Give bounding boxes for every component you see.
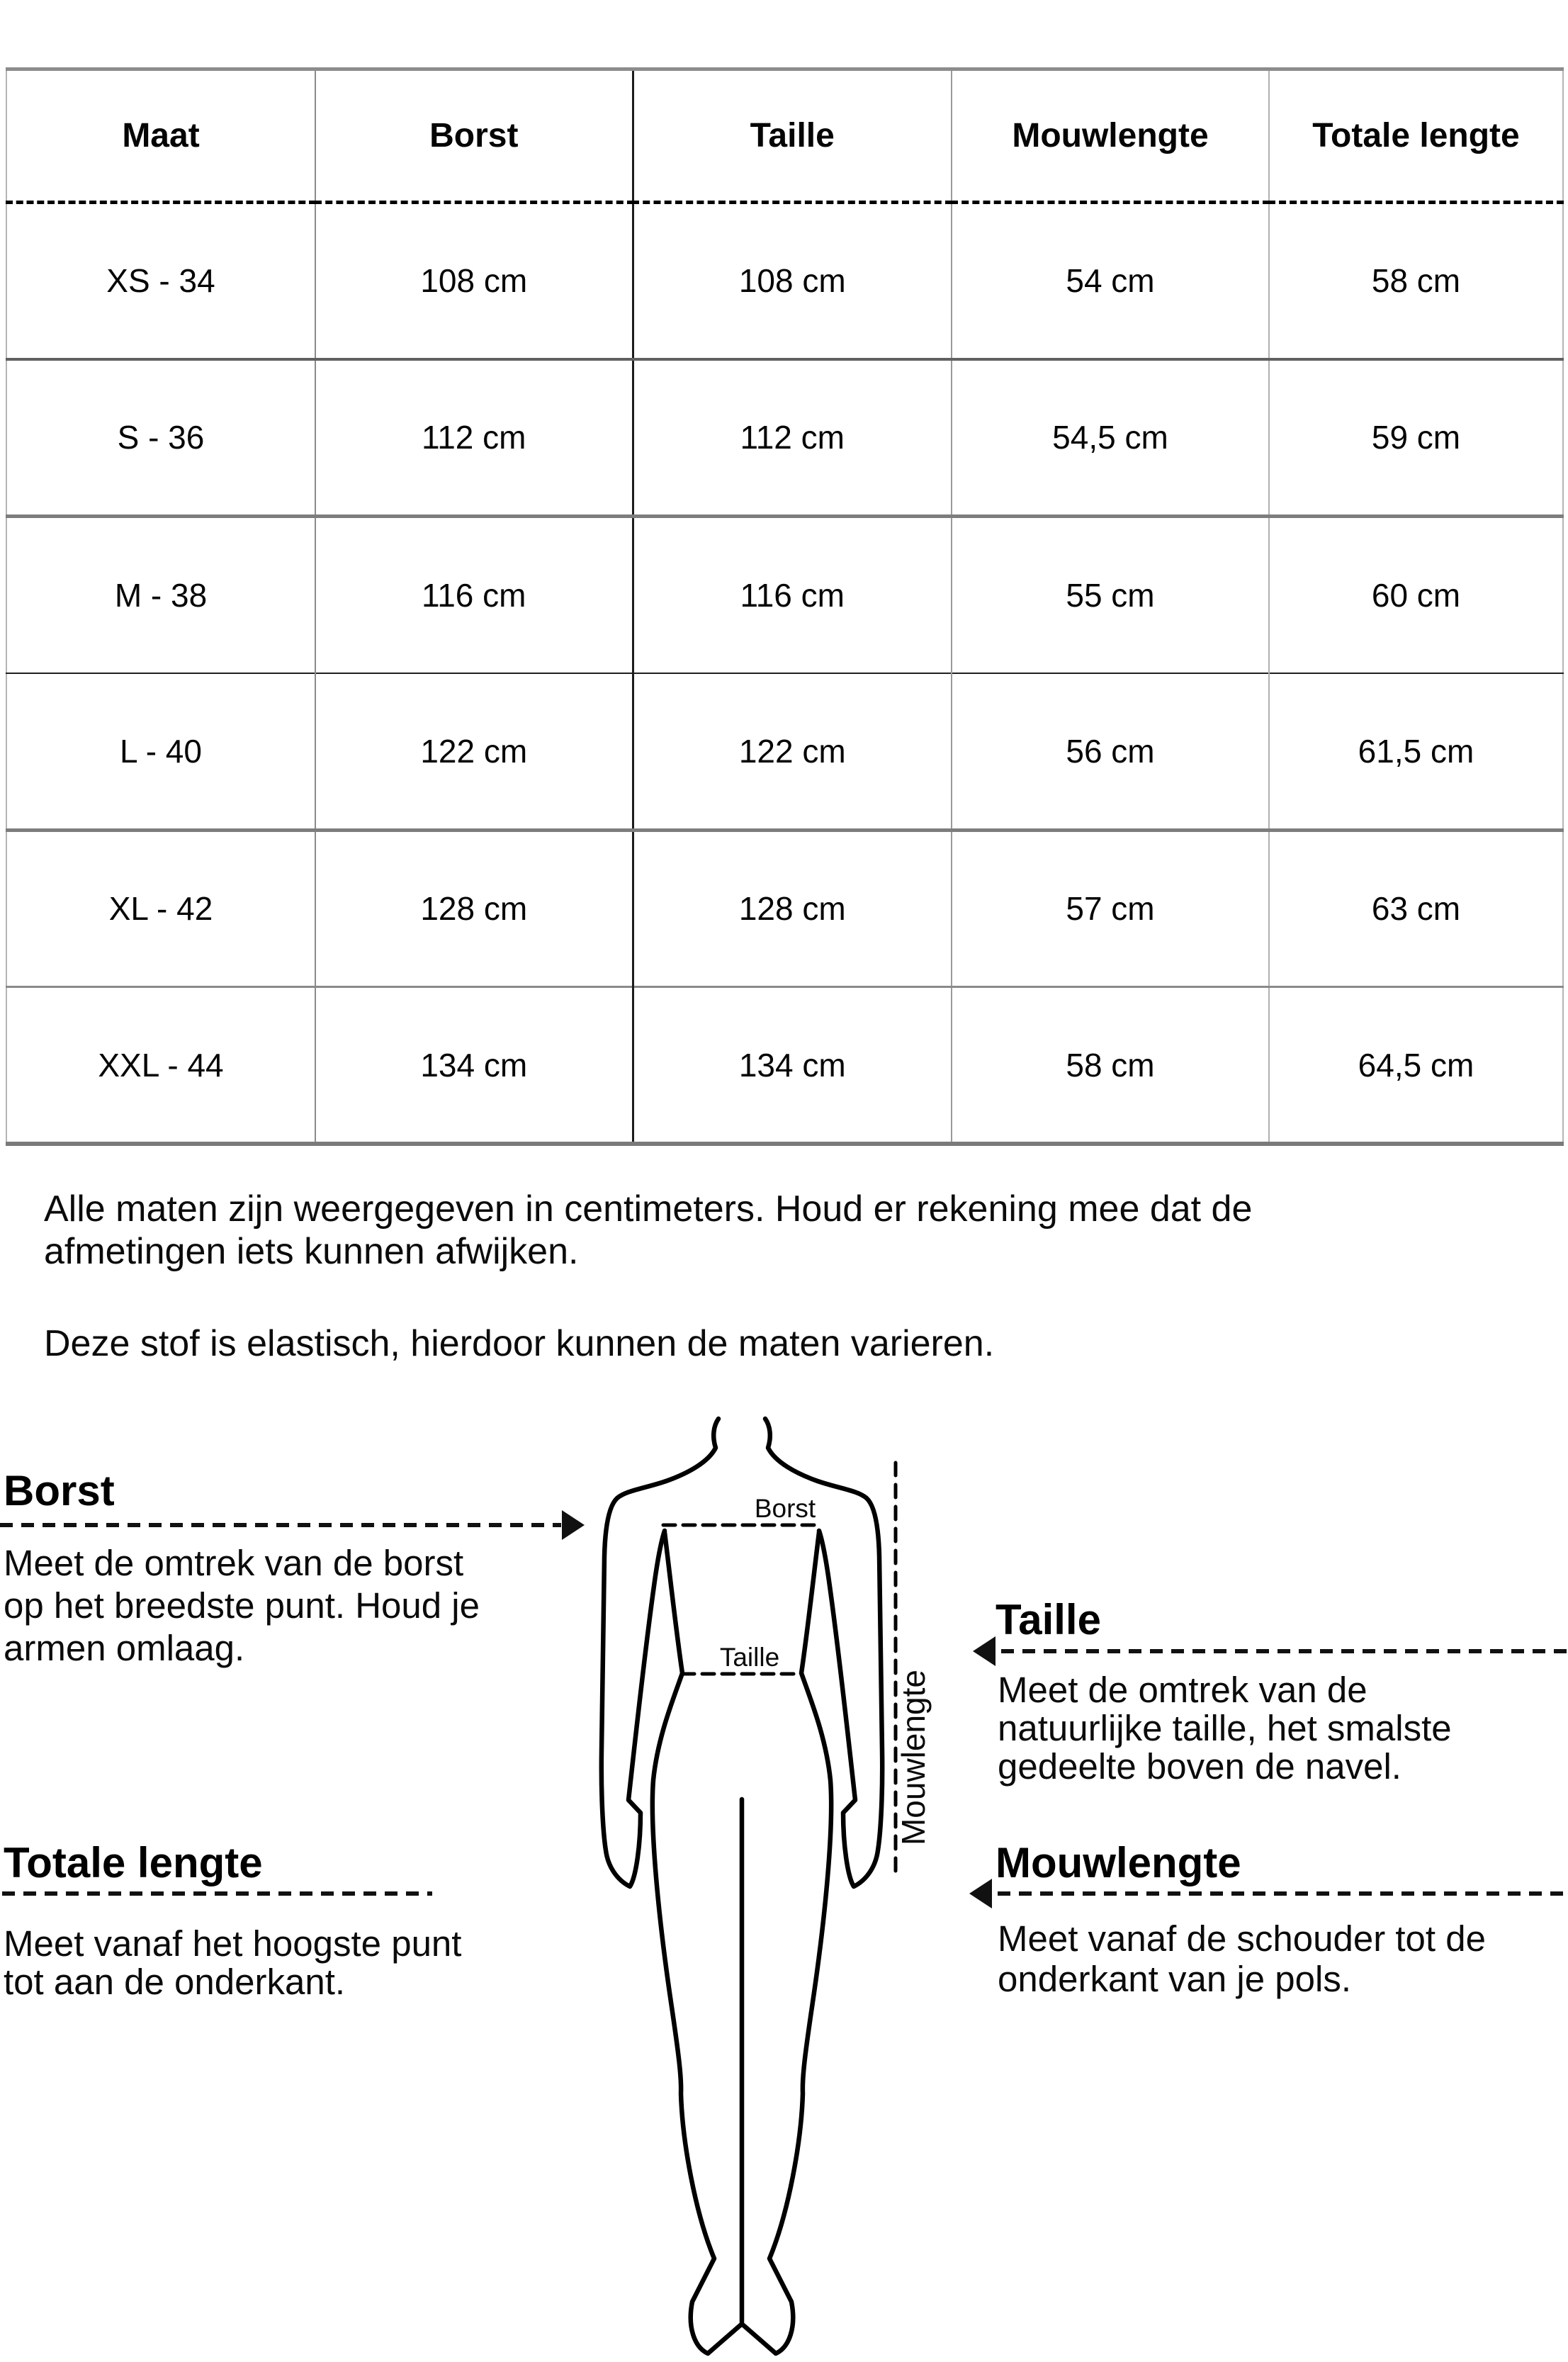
guide-text-mouwlengte: Meet vanaf de schouder tot de onderkant … xyxy=(998,1918,1486,1999)
column-header-taille: Taille xyxy=(633,69,952,203)
cell-maat: S - 36 xyxy=(6,359,316,517)
cell-totale-lengte: 61,5 cm xyxy=(1358,732,1474,770)
figure-label-mouwlengte: Mouwlengte xyxy=(895,1670,932,1845)
table-row: L - 40 122 cm 122 cm 56 cm 61,5 cm xyxy=(6,673,1563,831)
cell-totale-lengte: 60 cm xyxy=(1371,576,1461,614)
cell-maat: XS - 34 xyxy=(6,202,316,359)
guide-title-totale-lengte: Totale lengte xyxy=(4,1839,263,1886)
cell-borst: 116 cm xyxy=(315,516,634,673)
cell-mouwlengte: 57 cm xyxy=(952,830,1270,987)
guide-text-line: natuurlijke taille, het smalste xyxy=(998,1708,1452,1748)
note-units-line2: afmetingen iets kunnen afwijken. xyxy=(44,1231,579,1272)
borst-arrow-head-icon xyxy=(562,1510,585,1540)
cell-maat: XXL - 44 xyxy=(6,986,316,1144)
column-header-mouwlengte: Mouwlengte xyxy=(952,69,1270,203)
figure-label-borst: Borst xyxy=(755,1494,816,1523)
table-row: XL - 42 128 cm 128 cm 57 cm 63 cm xyxy=(6,830,1563,987)
cell-totale-lengte: 58 cm xyxy=(1371,262,1461,300)
body-left-arm-outline xyxy=(599,1416,721,1889)
guide-title-taille: Taille xyxy=(995,1596,1101,1643)
cell-taille: 108 cm xyxy=(633,202,952,359)
column-header-borst: Borst xyxy=(315,69,634,203)
taille-arrow-head-icon xyxy=(973,1636,995,1666)
cell-borst: 128 cm xyxy=(315,830,634,987)
borst-arrow-line xyxy=(0,1523,561,1527)
cell-taille: 128 cm xyxy=(633,830,952,987)
column-header-totale-lengte: Totale lengte xyxy=(1312,117,1520,154)
cell-mouwlengte: 55 cm xyxy=(952,516,1270,673)
table-row: M - 38 116 cm 116 cm 55 cm 60 cm xyxy=(6,516,1563,673)
cell-totale-lengte: 63 cm xyxy=(1371,890,1461,928)
guide-text-line: armen omlaag. xyxy=(4,1628,245,1668)
size-table: Maat Borst Taille Mouwlengte Totale leng… xyxy=(6,67,1564,1146)
guide-text-line: op het breedste punt. Houd je xyxy=(4,1585,480,1626)
cell-mouwlengte: 56 cm xyxy=(952,673,1270,831)
cell-taille: 112 cm xyxy=(633,359,952,517)
body-right-arm-outline xyxy=(762,1416,885,1889)
guide-text-taille: Meet de omtrek van de natuurlijke taille… xyxy=(998,1671,1452,1786)
column-header-maat: Maat xyxy=(6,69,316,203)
cell-taille: 122 cm xyxy=(633,673,952,831)
cell-mouwlengte: 54,5 cm xyxy=(952,359,1270,517)
guide-text-line: Meet vanaf de schouder tot de xyxy=(998,1918,1486,1959)
cell-taille: 116 cm xyxy=(633,516,952,673)
table-row: XS - 34 108 cm 108 cm 54 cm 58 cm xyxy=(6,202,1563,359)
body-right-side-outline xyxy=(740,1529,834,2356)
size-table-header-row: Maat Borst Taille Mouwlengte Totale leng… xyxy=(6,69,1563,203)
table-row: XXL - 44 134 cm 134 cm 58 cm 64,5 cm xyxy=(6,986,1563,1144)
cell-mouwlengte: 58 cm xyxy=(952,986,1270,1144)
guide-title-borst: Borst xyxy=(4,1467,115,1514)
totale-lengte-dash-line xyxy=(2,1891,432,1896)
cell-borst: 108 cm xyxy=(315,202,634,359)
mouwlengte-arrow-head-icon xyxy=(969,1879,992,1908)
guide-text-borst: Meet de omtrek van de borst op het breed… xyxy=(4,1542,480,1670)
note-units-line1: Alle maten zijn weergegeven in centimete… xyxy=(44,1188,1253,1230)
guide-text-line: Meet vanaf het hoogste punt xyxy=(4,1923,462,1964)
mouwlengte-arrow-line xyxy=(998,1891,1568,1896)
guide-text-line: Meet de omtrek van de xyxy=(998,1670,1367,1710)
guide-text-totale-lengte: Meet vanaf het hoogste punt tot aan de o… xyxy=(4,1925,461,2001)
cell-borst: 122 cm xyxy=(315,673,634,831)
cell-borst: 112 cm xyxy=(315,359,634,517)
guide-text-line: onderkant van je pols. xyxy=(998,1959,1351,1999)
cell-mouwlengte: 54 cm xyxy=(952,202,1270,359)
table-row: S - 36 112 cm 112 cm 54,5 cm 59 cm xyxy=(6,359,1563,517)
cell-maat: XL - 42 xyxy=(6,830,316,987)
cell-maat: M - 38 xyxy=(6,516,316,673)
cell-borst: 134 cm xyxy=(315,986,634,1144)
note-fabric: Deze stof is elastisch, hierdoor kunnen … xyxy=(44,1323,995,1364)
guide-text-line: Meet de omtrek van de borst xyxy=(4,1543,464,1583)
cell-totale-lengte: 59 cm xyxy=(1371,419,1461,456)
cell-taille: 134 cm xyxy=(633,986,952,1144)
guide-text-line: tot aan de onderkant. xyxy=(4,1962,346,2002)
guide-text-line: gedeelte boven de navel. xyxy=(998,1746,1401,1787)
taille-arrow-line xyxy=(1001,1649,1568,1653)
figure-label-taille: Taille xyxy=(720,1643,779,1672)
cell-totale-lengte: 64,5 cm xyxy=(1358,1046,1474,1084)
guide-title-mouwlengte: Mouwlengte xyxy=(995,1839,1241,1886)
cell-maat: L - 40 xyxy=(6,673,316,831)
